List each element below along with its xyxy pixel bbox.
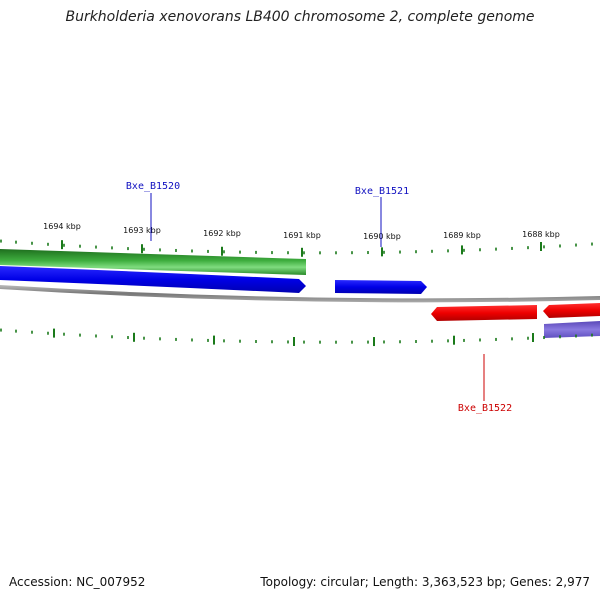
gene-arrow-bxe-b1520[interactable] bbox=[0, 266, 306, 293]
genome-backbone bbox=[0, 285, 600, 303]
scale-label-1693: 1693 kbp bbox=[123, 226, 161, 235]
scale-label-1691: 1691 kbp bbox=[283, 231, 321, 240]
scale-label-1692: 1692 kbp bbox=[203, 229, 241, 238]
genome-title: Burkholderia xenovorans LB400 chromosome… bbox=[65, 9, 535, 25]
lower-scale-ticks bbox=[0, 328, 593, 347]
upper-scale-ticks bbox=[0, 239, 593, 257]
gene-arrow-bxe-b1521[interactable] bbox=[335, 280, 427, 294]
gene-arrow-bxe-b1522[interactable] bbox=[431, 305, 537, 321]
gene-label-bxe-b1522[interactable]: Bxe_B1522 bbox=[458, 403, 512, 414]
gene-label-bxe-b1521[interactable]: Bxe_B1521 bbox=[355, 186, 409, 197]
gene-arrow-adjacent-reverse[interactable] bbox=[543, 303, 600, 318]
scale-label-1694: 1694 kbp bbox=[43, 222, 81, 231]
genome-summary-label: Topology: circular; Length: 3,363,523 bp… bbox=[260, 575, 590, 589]
scale-label-1689: 1689 kbp bbox=[443, 231, 481, 240]
accession-label: Accession: NC_007952 bbox=[9, 575, 146, 589]
gc-content-track bbox=[0, 249, 306, 275]
gc-skew-track bbox=[544, 321, 600, 338]
scale-label-1690: 1690 kbp bbox=[363, 232, 401, 241]
scale-label-1688: 1688 kbp bbox=[522, 230, 560, 239]
gene-label-bxe-b1520[interactable]: Bxe_B1520 bbox=[126, 181, 180, 192]
